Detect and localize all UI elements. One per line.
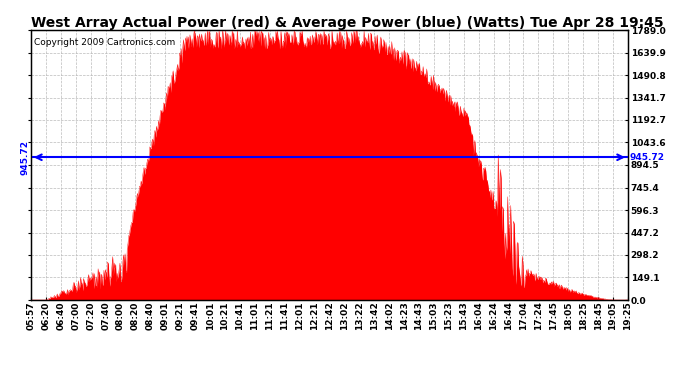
Text: 945.72: 945.72 bbox=[630, 153, 664, 162]
Text: West Array Actual Power (red) & Average Power (blue) (Watts) Tue Apr 28 19:45: West Array Actual Power (red) & Average … bbox=[31, 16, 664, 30]
Text: Copyright 2009 Cartronics.com: Copyright 2009 Cartronics.com bbox=[34, 38, 175, 47]
Text: 945.72: 945.72 bbox=[20, 140, 29, 175]
